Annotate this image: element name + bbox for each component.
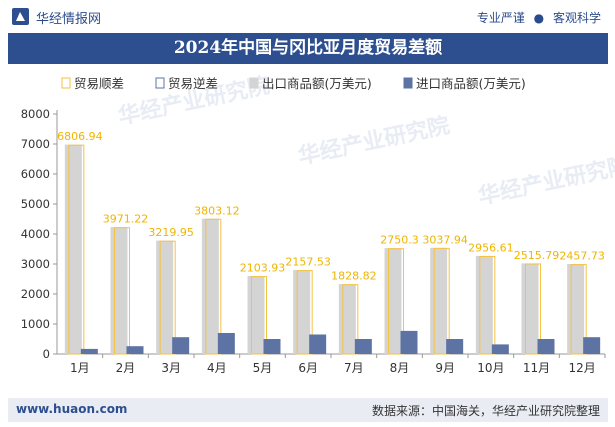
surplus-bar	[296, 270, 313, 355]
x-tick-label: 7月	[344, 361, 364, 375]
x-tick-label: 6月	[298, 361, 318, 375]
x-tick-label: 12月	[569, 361, 596, 375]
legend-import-label: 进口商品额(万美元)	[416, 76, 526, 91]
import-bar	[80, 348, 98, 354]
footer-bar: www.huaon.com 数据来源：中国海关，华经产业研究院整理	[8, 398, 608, 422]
surplus-bar	[525, 263, 541, 355]
slogan-right: 客观科学	[552, 11, 601, 25]
title-bar: 2024年中国与冈比亚月度贸易差额	[8, 33, 608, 64]
x-tick-label: 2月	[116, 361, 136, 375]
export-bar	[475, 255, 493, 354]
legend-import-swatch	[403, 77, 413, 89]
y-tick-label: 8000	[21, 107, 50, 121]
huajing-logo-icon	[12, 8, 29, 25]
surplus-data-label: 3219.95	[148, 226, 194, 239]
surplus-data-label: 2157.53	[285, 256, 331, 269]
slogan-dot-icon: ●	[533, 11, 545, 25]
slogan: 专业严谨 ● 客观科学	[477, 9, 601, 26]
surplus-bar	[205, 218, 222, 355]
legend-deficit-swatch	[155, 77, 165, 89]
export-bar	[247, 276, 265, 354]
y-tick-label: 4000	[21, 227, 50, 241]
export-bar	[384, 248, 402, 354]
watermark-text: 华经产业研究院	[476, 152, 615, 209]
import-bar	[217, 333, 235, 354]
export-bar	[110, 227, 128, 354]
export-bar	[567, 264, 585, 354]
chart-title: 2024年中国与冈比亚月度贸易差额	[173, 38, 443, 58]
import-bar	[537, 339, 555, 354]
import-bar	[400, 330, 418, 354]
legend-export-label: 出口商品额(万美元)	[262, 76, 372, 91]
import-bar	[354, 339, 372, 354]
export-bar	[293, 270, 311, 354]
export-bar	[201, 218, 219, 354]
footer-source: 数据来源：中国海关，华经产业研究院整理	[371, 404, 600, 418]
surplus-data-label: 2457.73	[559, 250, 605, 263]
surplus-bar	[570, 264, 587, 355]
x-tick-label: 8月	[390, 361, 410, 375]
surplus-data-label: 3037.94	[422, 233, 468, 246]
x-tick-label: 3月	[161, 361, 181, 375]
import-bar	[263, 339, 281, 354]
legend-surplus-swatch	[61, 77, 71, 89]
surplus-data-label: 3971.22	[103, 213, 149, 226]
brand-name: 华经情报网	[36, 12, 102, 27]
import-bar	[583, 337, 601, 354]
surplus-data-label: 2515.79	[514, 249, 560, 262]
export-bar	[156, 240, 174, 354]
surplus-bar	[114, 227, 130, 355]
surplus-data-label: 2103.93	[240, 262, 286, 275]
surplus-bar	[251, 276, 267, 355]
top-bar: 华经情报网 专业严谨 ● 客观科学	[0, 0, 615, 32]
surplus-bar	[68, 144, 85, 355]
y-tick-label: 1000	[21, 317, 50, 331]
x-tick-label: 10月	[477, 361, 504, 375]
y-tick-label: 5000	[21, 197, 50, 211]
surplus-data-label: 3803.12	[194, 204, 240, 217]
legend-surplus-label: 贸易顺差	[74, 76, 124, 91]
import-bar	[172, 337, 190, 354]
surplus-data-label: 6806.94	[57, 130, 103, 143]
x-tick-label: 11月	[523, 361, 550, 375]
export-bar	[64, 144, 82, 354]
footer-site: www.huaon.com	[16, 402, 128, 416]
y-tick-label: 7000	[21, 137, 50, 151]
y-tick-label: 6000	[21, 167, 50, 181]
x-tick-label: 1月	[70, 361, 90, 375]
surplus-bar	[159, 240, 176, 355]
surplus-bar	[479, 256, 496, 355]
export-bar	[338, 284, 356, 354]
surplus-bar	[388, 248, 404, 355]
import-bar	[309, 334, 327, 354]
legend-deficit-label: 贸易逆差	[168, 76, 218, 91]
import-bar	[491, 344, 509, 354]
export-bar	[521, 263, 539, 354]
surplus-data-label: 2750.3	[380, 234, 419, 247]
x-tick-label: 4月	[207, 361, 227, 375]
y-tick-label: 3000	[21, 257, 50, 271]
surplus-bar	[433, 247, 450, 355]
surplus-bar	[342, 284, 359, 355]
surplus-data-label: 2956.61	[468, 242, 514, 255]
x-tick-label: 5月	[253, 361, 273, 375]
y-tick-label: 2000	[21, 287, 50, 301]
legend-export-swatch	[249, 77, 259, 89]
import-bar	[446, 339, 464, 354]
slogan-left: 专业严谨	[476, 11, 525, 25]
surplus-data-label: 1828.82	[331, 270, 377, 283]
watermark-text: 华经产业研究院	[296, 112, 452, 169]
export-bar	[430, 247, 448, 354]
x-tick-label: 9月	[435, 361, 455, 375]
y-tick-label: 0	[43, 347, 50, 361]
import-bar	[126, 346, 144, 354]
